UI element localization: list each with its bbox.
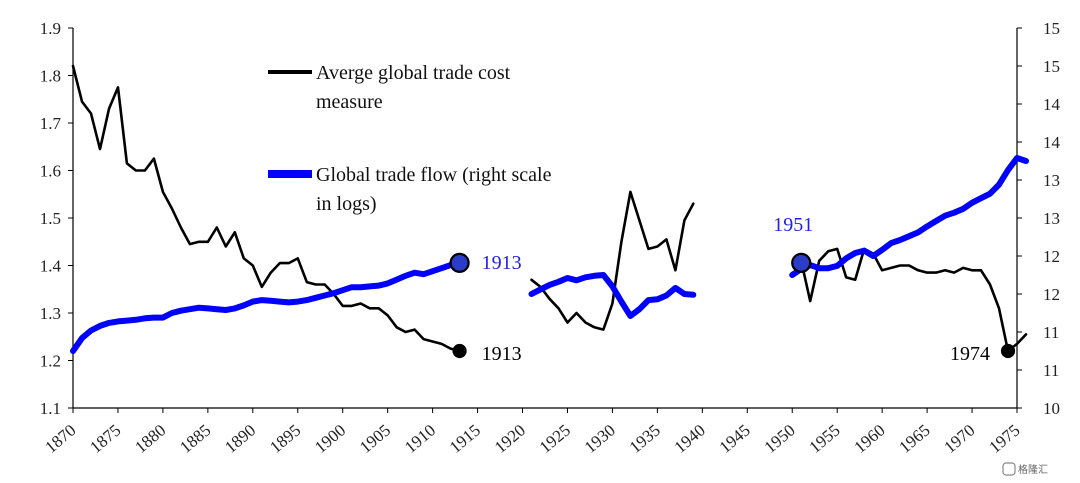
x-tick-label: 1960 xyxy=(850,421,888,457)
left-tick-label: 1.7 xyxy=(40,114,62,133)
x-tick-label: 1875 xyxy=(86,421,124,457)
annotation-label-1951: 1951 xyxy=(773,214,813,236)
x-axis-ticks: 1870 1875 1880 1885 1890 1895 1900 1905 1910 1915… xyxy=(41,408,1024,457)
series-lines xyxy=(70,64,1029,354)
x-tick-label: 1940 xyxy=(671,421,709,457)
left-tick-label: 1.9 xyxy=(40,19,61,38)
x-tick-label: 1955 xyxy=(806,421,844,457)
trade-flow-line-segment-1 xyxy=(70,259,463,354)
left-tick-label: 1.2 xyxy=(40,352,61,371)
legend-label-trade-cost: Averge global trade cost measure xyxy=(316,62,511,113)
left-tick-label: 1.1 xyxy=(40,399,61,418)
legend: Averge global trade cost measure Global t… xyxy=(268,62,552,215)
trade-cost-line-segment-3 xyxy=(799,247,1028,353)
left-tick-label: 1.6 xyxy=(40,162,61,181)
x-tick-label: 1885 xyxy=(176,421,214,457)
x-tick-label: 1935 xyxy=(626,421,664,457)
axes xyxy=(72,28,1018,409)
right-tick-label: 13 xyxy=(1043,209,1060,228)
watermark: 格隆汇 xyxy=(1002,462,1048,476)
right-tick-label: 11 xyxy=(1043,323,1059,342)
x-tick-label: 1900 xyxy=(311,421,349,457)
annotation-marker-1913 xyxy=(452,343,467,359)
trade-cost-line-segment-2 xyxy=(530,190,695,331)
right-tick-label: 13 xyxy=(1043,171,1060,190)
x-tick-label: 1950 xyxy=(761,421,799,457)
right-tick-label: 12 xyxy=(1043,247,1060,266)
x-tick-label: 1930 xyxy=(581,421,619,457)
trade-cost-line-segment-1 xyxy=(71,64,461,353)
x-tick-label: 1870 xyxy=(41,421,79,457)
left-tick-label: 1.3 xyxy=(40,304,61,323)
annotation-label-1974: 1974 xyxy=(950,343,990,365)
left-axis-ticks: 1.1 1.2 1.3 1.4 1.5 1.6 1.7 1.8 1.9 xyxy=(40,19,73,418)
left-tick-label: 1.4 xyxy=(40,257,62,276)
legend-label-trade-flow: Global trade flow (right scale in logs) xyxy=(316,164,552,215)
right-axis-ticks: 10 11 11 12 12 13 13 14 14 15 15 xyxy=(1017,19,1061,418)
x-tick-label: 1975 xyxy=(985,421,1023,457)
x-tick-label: 1910 xyxy=(401,421,439,457)
annotation-marker-1951 xyxy=(791,252,812,273)
right-tick-label: 10 xyxy=(1043,399,1060,418)
watermark-text: 格隆汇 xyxy=(1018,463,1048,476)
trade-flow-line-segment-3 xyxy=(789,155,1029,278)
annotation-marker-1913 xyxy=(449,252,470,273)
right-tick-label: 14 xyxy=(1043,133,1061,152)
right-tick-label: 15 xyxy=(1043,19,1060,38)
right-tick-label: 11 xyxy=(1043,361,1059,380)
right-tick-label: 15 xyxy=(1043,57,1060,76)
x-tick-label: 1965 xyxy=(895,421,933,457)
x-tick-label: 1920 xyxy=(491,421,529,457)
annotation-label-1913: 1913 xyxy=(482,252,522,274)
annotation-label-1913: 1913 xyxy=(482,343,522,365)
x-tick-label: 1925 xyxy=(536,421,574,457)
x-tick-label: 1915 xyxy=(446,421,484,457)
x-tick-label: 1905 xyxy=(356,421,394,457)
left-tick-label: 1.8 xyxy=(40,67,61,86)
right-tick-label: 14 xyxy=(1043,95,1061,114)
x-tick-label: 1880 xyxy=(131,421,169,457)
x-tick-label: 1970 xyxy=(940,421,978,457)
left-tick-label: 1.5 xyxy=(40,209,61,228)
annotation-marker-1974 xyxy=(1000,343,1016,359)
x-tick-label: 1945 xyxy=(716,421,754,457)
x-tick-label: 1895 xyxy=(266,421,304,457)
right-tick-label: 12 xyxy=(1043,285,1060,304)
annotation-markers: 1913 1913 1951 1974 xyxy=(449,214,1016,365)
x-tick-label: 1890 xyxy=(221,421,259,457)
trade-flow-line-segment-2 xyxy=(528,272,697,319)
